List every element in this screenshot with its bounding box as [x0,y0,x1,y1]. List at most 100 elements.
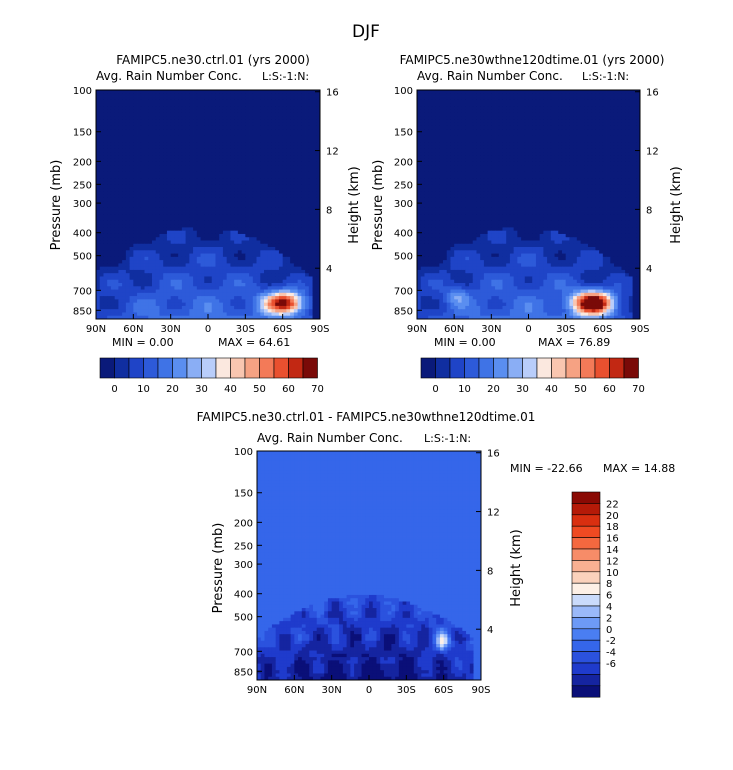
contour-cell [125,106,130,111]
contour-cell [249,207,254,212]
contour-cell [312,217,317,222]
contour-cell [293,296,298,300]
contour-cell [278,125,284,130]
contour-cell [599,93,604,97]
contour-cell [204,171,209,176]
contour-cell [256,168,261,173]
contour-cell [125,233,130,238]
contour-cell [181,90,186,94]
contour-cell [211,296,216,300]
contour-cell [532,119,537,124]
contour-cell [628,106,633,111]
contour-cell [208,309,213,313]
contour-cell [476,96,481,101]
contour-cell [174,125,179,130]
contour-cell [230,122,235,127]
contour-cell [297,129,302,133]
contour-cell [215,109,220,114]
contour-cell [122,184,127,189]
contour-cell [189,99,194,104]
contour-cell [170,90,175,94]
contour-cell [476,116,481,120]
contour-cell [110,237,116,241]
contour-cell [204,191,209,196]
contour-cell [122,112,127,117]
contour-cell [189,188,194,192]
contour-cell [193,296,198,300]
contour-cell [602,93,607,97]
contour-cell [286,230,291,235]
contour-cell [114,197,119,202]
contour-cell [170,96,175,101]
contour-cell [137,188,142,192]
contour-cell [461,103,466,107]
contour-cell [256,269,261,274]
contour-cell [524,90,529,94]
contour-cell [305,103,310,107]
contour-cell [237,191,242,196]
contour-cell [185,269,190,274]
contour-cell [129,194,134,199]
contour-cell [230,315,235,320]
contour-cell [178,145,183,150]
contour-cell [301,191,306,196]
contour-cell [305,227,310,232]
contour-cell [308,279,313,284]
contour-cell [208,112,213,117]
contour-cell [237,227,242,232]
contour-cell [103,93,108,97]
contour-cell [159,299,164,304]
contour-cell [636,119,641,124]
contour-cell [166,139,172,143]
contour-cell [256,139,261,143]
contour-cell [226,204,231,209]
contour-cell [278,240,284,245]
contour-cell [125,109,130,114]
contour-cell [148,233,153,238]
contour-cell [290,194,295,199]
contour-cell [305,145,310,150]
contour-cell [178,201,183,205]
contour-cell [211,302,216,307]
contour-cell [569,99,574,104]
contour-cell [189,276,194,281]
contour-cell [472,93,477,97]
contour-cell [204,217,209,222]
contour-cell [561,103,567,107]
contour-cell [290,296,295,300]
contour-cell [110,204,116,209]
contour-cell [312,119,317,124]
contour-cell [152,139,157,143]
contour-cell [170,309,175,313]
contour-cell [122,309,127,313]
contour-cell [267,214,272,218]
contour-cell [252,171,257,176]
contour-cell [293,273,298,277]
contour-cell [129,103,134,107]
contour-cell [155,250,160,254]
contour-cell [110,296,116,300]
contour-cell [237,240,242,245]
contour-cell [114,305,119,310]
contour-cell [219,201,224,205]
contour-cell [249,266,254,271]
contour-cell [241,315,246,320]
contour-cell [305,132,310,137]
contour-cell [99,214,104,218]
contour-cell [133,217,138,222]
contour-cell [118,253,123,258]
contour-cell [204,230,209,235]
contour-cell [122,158,127,163]
contour-cell [110,155,116,160]
contour-cell [316,129,321,133]
contour-cell [275,283,280,287]
contour-cell [137,191,142,196]
contour-cell [107,197,112,202]
contour-cell [599,116,604,120]
contour-cell [230,191,235,196]
contour-cell [140,227,145,232]
contour-cell [260,276,265,281]
contour-cell [200,112,205,117]
contour-cell [301,220,306,225]
contour-cell [193,181,198,186]
